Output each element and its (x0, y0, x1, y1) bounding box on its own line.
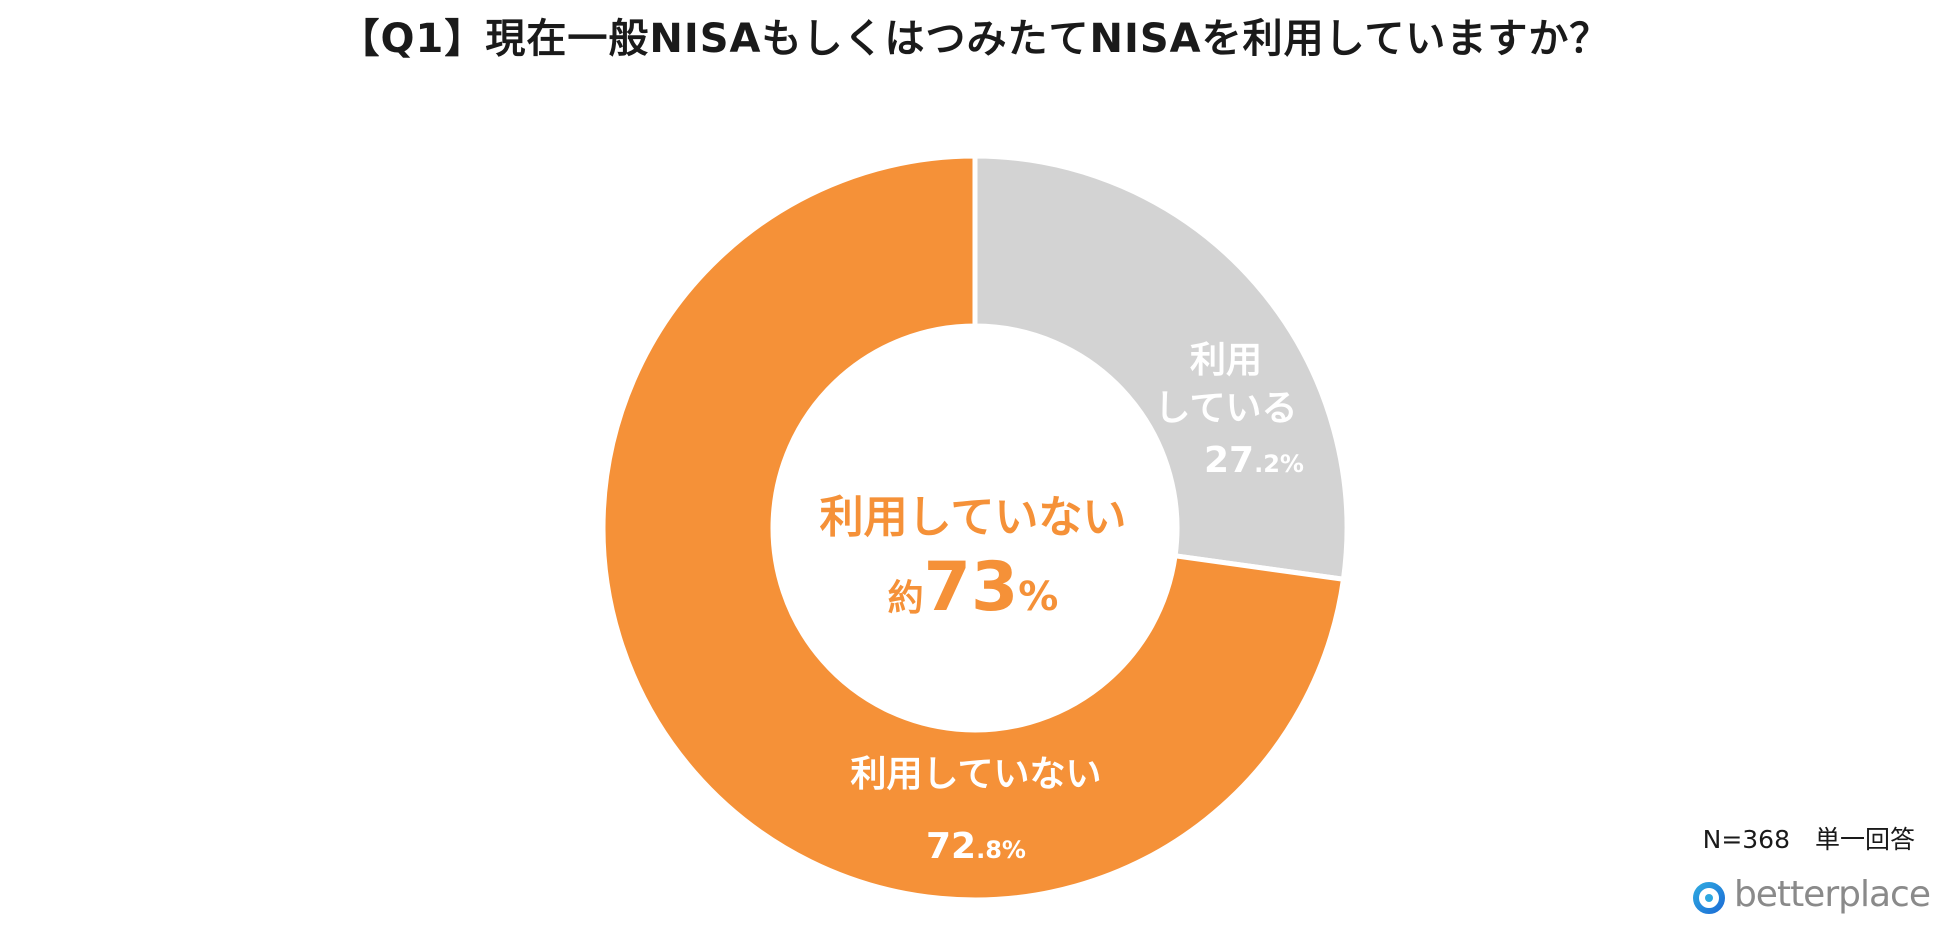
center-value-number: 73 (924, 548, 1019, 627)
betterplace-logo-text: betterplace (1733, 874, 1931, 915)
slice-label-using-line1: 利用 (1190, 340, 1262, 381)
slice-value-using-dec: .2% (1254, 450, 1304, 478)
slice-value-not-using-int: 72 (926, 826, 976, 867)
sample-size-note: N=368 単一回答 (1702, 825, 1915, 854)
slice-value-not-using-dec: .8% (976, 836, 1026, 864)
donut-center-label: 利用していない 約73% (820, 492, 1127, 627)
slice-label-not-using-line1: 利用していない (851, 754, 1102, 795)
betterplace-logo: betterplace (1688, 870, 1931, 920)
slice-using (972, 153, 1350, 583)
betterplace-logo-icon (1690, 871, 1725, 919)
slice-value-using: 27.2% (1204, 440, 1304, 481)
slice-label-not-using: 利用していない 72.8% (851, 754, 1102, 867)
center-value-prefix: 約 (888, 578, 924, 619)
center-label-line1: 利用していない (820, 492, 1127, 543)
slice-not-using (600, 153, 1347, 903)
slice-value-not-using: 72.8% (926, 826, 1026, 867)
center-value: 約73% (888, 548, 1059, 627)
slice-value-using-int: 27 (1204, 440, 1254, 481)
center-value-suffix: % (1018, 574, 1058, 620)
slices (600, 153, 1350, 903)
slice-label-using: 利用 している 27.2% (1155, 340, 1304, 481)
slice-label-using-line2: している (1155, 388, 1298, 429)
chart-title: 【Q1】現在一般NISAもしくはつみたてNISAを利用していますか？ (339, 16, 1611, 62)
